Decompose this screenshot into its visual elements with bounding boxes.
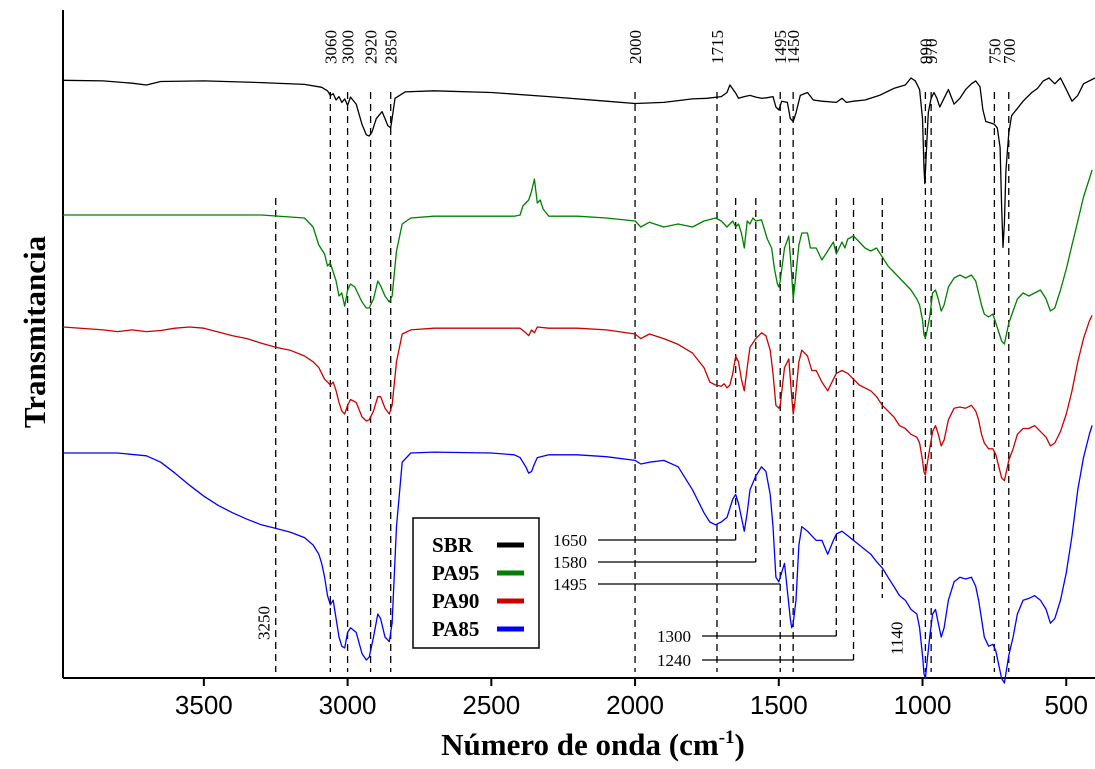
y-axis-title: Transmitancia <box>17 235 52 428</box>
legend-label-pa90: PA90 <box>432 589 479 613</box>
marker-label-3060: 3060 <box>321 30 340 64</box>
x-tick-labels: 3500 3000 2500 2000 1500 1000 500 <box>175 678 1088 720</box>
leader-label-1300: 1300 <box>657 627 691 646</box>
legend: SBR PA95 PA90 PA85 <box>412 517 540 649</box>
x-axis-title-main: Número de onda (cm <box>441 727 719 762</box>
x-tick-label: 3500 <box>175 690 233 720</box>
legend-label-pa85: PA85 <box>432 617 479 641</box>
marker-label-1495: 1495 <box>771 30 790 64</box>
series-sbr <box>62 77 1095 249</box>
marker-label-700: 700 <box>1000 38 1019 64</box>
x-tick-label: 2500 <box>462 690 520 720</box>
series-pa95 <box>63 169 1093 345</box>
leader-label-1495: 1495 <box>553 575 587 594</box>
leader-label-1240: 1240 <box>657 651 691 670</box>
x-tick-label: 3000 <box>319 690 377 720</box>
spectrum-series <box>62 77 1095 684</box>
marker-label-750: 750 <box>985 39 1004 65</box>
legend-box <box>412 517 540 649</box>
leader-label-1580: 1580 <box>553 553 587 572</box>
x-axis-title: Número de onda (cm-1) <box>441 727 745 762</box>
marker-label-3000: 3000 <box>339 30 358 64</box>
marker-label-1715: 1715 <box>708 30 727 64</box>
series-pa90 <box>62 315 1093 482</box>
x-axis-title-close: ) <box>735 727 745 762</box>
x-tick-label: 2000 <box>606 690 664 720</box>
legend-label-sbr: SBR <box>432 533 474 557</box>
marker-label-2000: 2000 <box>626 30 645 64</box>
legend-label-pa95: PA95 <box>432 561 479 585</box>
marker-label-1140: 1140 <box>887 622 906 655</box>
marker-label-3250: 3250 <box>255 606 274 640</box>
marker-label-1450: 1450 <box>784 30 803 64</box>
marker-label-990: 990 <box>916 39 935 65</box>
x-tick-label: 1500 <box>750 690 808 720</box>
x-tick-label: 500 <box>1045 690 1088 720</box>
marker-label-2920: 2920 <box>362 30 381 64</box>
marker-label-2850: 2850 <box>382 30 401 64</box>
leader-label-1650: 1650 <box>553 531 587 550</box>
series-pa85 <box>63 425 1093 684</box>
x-axis-title-sup: -1 <box>719 727 735 748</box>
x-tick-label: 1000 <box>894 690 952 720</box>
marker-label-970: 970 <box>922 39 941 65</box>
